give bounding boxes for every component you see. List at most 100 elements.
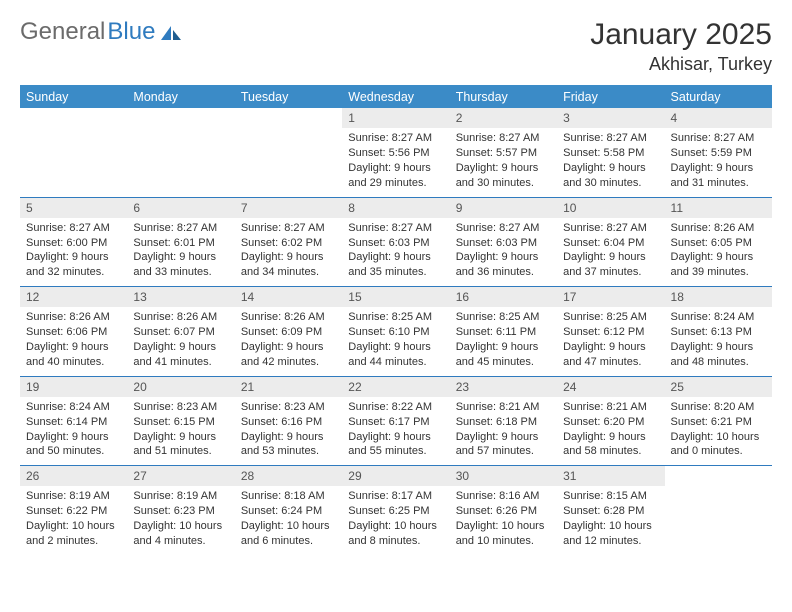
sunrise-line: Sunrise: 8:22 AM <box>348 400 443 415</box>
daylight-line: and 42 minutes. <box>241 355 336 370</box>
daylight-line: Daylight: 9 hours <box>456 430 551 445</box>
weekday-header: Wednesday <box>342 86 449 109</box>
sunrise-line: Sunrise: 8:27 AM <box>563 221 658 236</box>
calendar-cell: 27Sunrise: 8:19 AMSunset: 6:23 PMDayligh… <box>127 466 234 555</box>
sunset-line: Sunset: 6:14 PM <box>26 415 121 430</box>
calendar-cell: 26Sunrise: 8:19 AMSunset: 6:22 PMDayligh… <box>20 466 127 555</box>
calendar-cell <box>665 466 772 555</box>
calendar-week-row: 1Sunrise: 8:27 AMSunset: 5:56 PMDaylight… <box>20 108 772 197</box>
logo-text-blue: Blue <box>107 18 155 46</box>
daylight-line: and 33 minutes. <box>133 265 228 280</box>
sunrise-line: Sunrise: 8:27 AM <box>133 221 228 236</box>
calendar-cell: 28Sunrise: 8:18 AMSunset: 6:24 PMDayligh… <box>235 466 342 555</box>
daylight-line: Daylight: 9 hours <box>456 340 551 355</box>
weekday-header: Thursday <box>450 86 557 109</box>
sunrise-line: Sunrise: 8:26 AM <box>241 310 336 325</box>
sunrise-line: Sunrise: 8:21 AM <box>456 400 551 415</box>
sunset-line: Sunset: 6:16 PM <box>241 415 336 430</box>
day-number: 15 <box>342 287 449 307</box>
daylight-line: and 4 minutes. <box>133 534 228 549</box>
sunset-line: Sunset: 6:24 PM <box>241 504 336 519</box>
sunset-line: Sunset: 6:11 PM <box>456 325 551 340</box>
sunrise-line: Sunrise: 8:27 AM <box>563 131 658 146</box>
daylight-line: and 30 minutes. <box>563 176 658 191</box>
daylight-line: and 32 minutes. <box>26 265 121 280</box>
day-content: Sunrise: 8:15 AMSunset: 6:28 PMDaylight:… <box>557 486 664 554</box>
sunset-line: Sunset: 5:57 PM <box>456 146 551 161</box>
daylight-line: and 50 minutes. <box>26 444 121 459</box>
daylight-line: Daylight: 9 hours <box>671 340 766 355</box>
sunset-line: Sunset: 6:03 PM <box>456 236 551 251</box>
daylight-line: Daylight: 9 hours <box>348 250 443 265</box>
calendar-cell: 8Sunrise: 8:27 AMSunset: 6:03 PMDaylight… <box>342 197 449 287</box>
daylight-line: Daylight: 10 hours <box>348 519 443 534</box>
day-number: 5 <box>20 198 127 218</box>
day-number: 22 <box>342 377 449 397</box>
calendar-cell: 7Sunrise: 8:27 AMSunset: 6:02 PMDaylight… <box>235 197 342 287</box>
sunset-line: Sunset: 6:00 PM <box>26 236 121 251</box>
daylight-line: and 53 minutes. <box>241 444 336 459</box>
month-title: January 2025 <box>590 18 772 52</box>
weekday-header: Tuesday <box>235 86 342 109</box>
daylight-line: and 48 minutes. <box>671 355 766 370</box>
calendar-cell: 14Sunrise: 8:26 AMSunset: 6:09 PMDayligh… <box>235 287 342 377</box>
day-content: Sunrise: 8:27 AMSunset: 5:58 PMDaylight:… <box>557 128 664 196</box>
calendar-week-row: 12Sunrise: 8:26 AMSunset: 6:06 PMDayligh… <box>20 287 772 377</box>
page-header: GeneralBlue January 2025 Akhisar, Turkey <box>20 18 772 75</box>
day-number: 26 <box>20 466 127 486</box>
calendar-cell: 11Sunrise: 8:26 AMSunset: 6:05 PMDayligh… <box>665 197 772 287</box>
daylight-line: Daylight: 9 hours <box>456 161 551 176</box>
calendar-cell: 18Sunrise: 8:24 AMSunset: 6:13 PMDayligh… <box>665 287 772 377</box>
day-content: Sunrise: 8:17 AMSunset: 6:25 PMDaylight:… <box>342 486 449 554</box>
sunrise-line: Sunrise: 8:26 AM <box>133 310 228 325</box>
calendar-cell: 25Sunrise: 8:20 AMSunset: 6:21 PMDayligh… <box>665 376 772 466</box>
day-number: 12 <box>20 287 127 307</box>
day-number: 4 <box>665 108 772 128</box>
sunset-line: Sunset: 5:56 PM <box>348 146 443 161</box>
daylight-line: and 34 minutes. <box>241 265 336 280</box>
daylight-line: Daylight: 9 hours <box>241 340 336 355</box>
daylight-line: Daylight: 9 hours <box>26 250 121 265</box>
daylight-line: and 55 minutes. <box>348 444 443 459</box>
sunset-line: Sunset: 6:26 PM <box>456 504 551 519</box>
day-number: 27 <box>127 466 234 486</box>
daylight-line: and 37 minutes. <box>563 265 658 280</box>
sunrise-line: Sunrise: 8:19 AM <box>26 489 121 504</box>
sunrise-line: Sunrise: 8:25 AM <box>563 310 658 325</box>
day-number: 6 <box>127 198 234 218</box>
day-content: Sunrise: 8:27 AMSunset: 6:02 PMDaylight:… <box>235 218 342 286</box>
sunset-line: Sunset: 6:25 PM <box>348 504 443 519</box>
day-content: Sunrise: 8:18 AMSunset: 6:24 PMDaylight:… <box>235 486 342 554</box>
day-content: Sunrise: 8:21 AMSunset: 6:18 PMDaylight:… <box>450 397 557 465</box>
day-number: 23 <box>450 377 557 397</box>
daylight-line: and 51 minutes. <box>133 444 228 459</box>
sunset-line: Sunset: 6:10 PM <box>348 325 443 340</box>
day-number: 19 <box>20 377 127 397</box>
daylight-line: and 39 minutes. <box>671 265 766 280</box>
sunset-line: Sunset: 6:13 PM <box>671 325 766 340</box>
sunrise-line: Sunrise: 8:27 AM <box>671 131 766 146</box>
calendar-week-row: 5Sunrise: 8:27 AMSunset: 6:00 PMDaylight… <box>20 197 772 287</box>
daylight-line: Daylight: 9 hours <box>563 340 658 355</box>
daylight-line: Daylight: 9 hours <box>348 161 443 176</box>
calendar-table: SundayMondayTuesdayWednesdayThursdayFrid… <box>20 85 772 555</box>
day-number: 1 <box>342 108 449 128</box>
calendar-cell: 2Sunrise: 8:27 AMSunset: 5:57 PMDaylight… <box>450 108 557 197</box>
sunrise-line: Sunrise: 8:19 AM <box>133 489 228 504</box>
day-number: 25 <box>665 377 772 397</box>
calendar-cell: 24Sunrise: 8:21 AMSunset: 6:20 PMDayligh… <box>557 376 664 466</box>
sunrise-line: Sunrise: 8:21 AM <box>563 400 658 415</box>
daylight-line: Daylight: 9 hours <box>348 430 443 445</box>
daylight-line: and 0 minutes. <box>671 444 766 459</box>
calendar-cell: 3Sunrise: 8:27 AMSunset: 5:58 PMDaylight… <box>557 108 664 197</box>
calendar-cell: 23Sunrise: 8:21 AMSunset: 6:18 PMDayligh… <box>450 376 557 466</box>
sunrise-line: Sunrise: 8:18 AM <box>241 489 336 504</box>
sunrise-line: Sunrise: 8:24 AM <box>671 310 766 325</box>
day-content: Sunrise: 8:19 AMSunset: 6:22 PMDaylight:… <box>20 486 127 554</box>
daylight-line: and 41 minutes. <box>133 355 228 370</box>
day-content: Sunrise: 8:24 AMSunset: 6:14 PMDaylight:… <box>20 397 127 465</box>
sunrise-line: Sunrise: 8:27 AM <box>241 221 336 236</box>
daylight-line: and 57 minutes. <box>456 444 551 459</box>
day-content: Sunrise: 8:25 AMSunset: 6:11 PMDaylight:… <box>450 307 557 375</box>
daylight-line: Daylight: 10 hours <box>456 519 551 534</box>
